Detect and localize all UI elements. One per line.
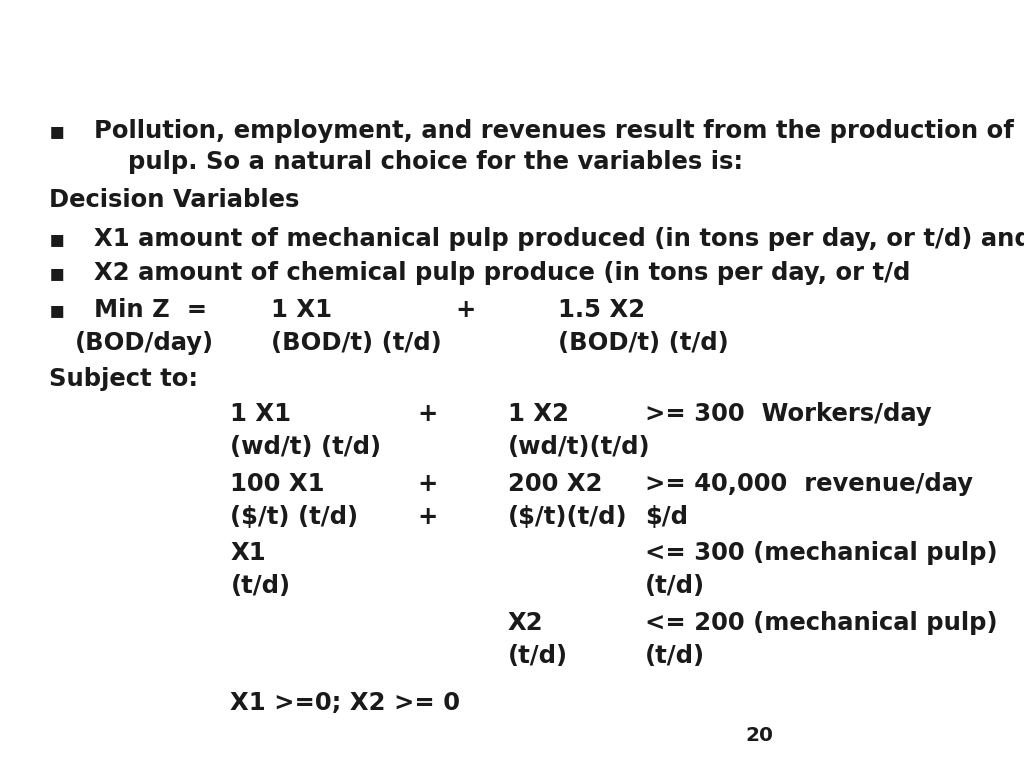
Text: (BOD/day): (BOD/day) [75,331,214,355]
Text: (t/d): (t/d) [645,644,706,667]
Text: (BOD/t) (t/d): (BOD/t) (t/d) [558,331,729,355]
Text: $/d: $/d [645,505,688,529]
Text: +: + [418,402,438,426]
Text: ($/t) (t/d): ($/t) (t/d) [230,505,358,529]
Text: 200 X2: 200 X2 [508,472,602,496]
Text: Subject to:: Subject to: [49,367,199,391]
Text: X1 >=0; X2 >= 0: X1 >=0; X2 >= 0 [230,691,461,715]
Text: (BOD/t) (t/d): (BOD/t) (t/d) [271,331,442,355]
Text: >= 300  Workers/day: >= 300 Workers/day [645,402,932,426]
Text: +: + [418,472,438,496]
Text: Decision Variables: Decision Variables [49,188,300,212]
Text: X1 amount of mechanical pulp produced (in tons per day, or t/d) and: X1 amount of mechanical pulp produced (i… [94,227,1024,250]
Text: 1.5 X2: 1.5 X2 [558,298,645,322]
Text: ▪: ▪ [49,119,66,143]
Text: (t/d): (t/d) [230,574,291,598]
Text: Min Z  =: Min Z = [94,298,207,322]
Text: (t/d): (t/d) [508,644,568,667]
Text: <= 200 (mechanical pulp): <= 200 (mechanical pulp) [645,611,997,634]
Text: 1 X1: 1 X1 [271,298,333,322]
Text: <= 300 (mechanical pulp): <= 300 (mechanical pulp) [645,541,997,565]
Text: 1 X1: 1 X1 [230,402,292,426]
Text: (wd/t) (t/d): (wd/t) (t/d) [230,435,382,459]
Text: X2 amount of chemical pulp produce (in tons per day, or t/d: X2 amount of chemical pulp produce (in t… [94,261,910,285]
Text: X1: X1 [230,541,266,565]
Text: (t/d): (t/d) [645,574,706,598]
Text: Pollution, employment, and revenues result from the production of both types of
: Pollution, employment, and revenues resu… [94,119,1024,174]
Text: ▪: ▪ [49,261,66,285]
Text: ▪: ▪ [49,298,66,322]
Text: +: + [418,505,438,529]
Text: >= 40,000  revenue/day: >= 40,000 revenue/day [645,472,973,496]
Text: +: + [456,298,476,322]
Text: ▪: ▪ [49,227,66,250]
Text: 100 X1: 100 X1 [230,472,325,496]
Text: X2: X2 [508,611,544,634]
Text: (wd/t)(t/d): (wd/t)(t/d) [508,435,650,459]
Text: 20: 20 [745,726,773,745]
Text: ($/t)(t/d): ($/t)(t/d) [508,505,628,529]
Text: 1 X2: 1 X2 [508,402,569,426]
